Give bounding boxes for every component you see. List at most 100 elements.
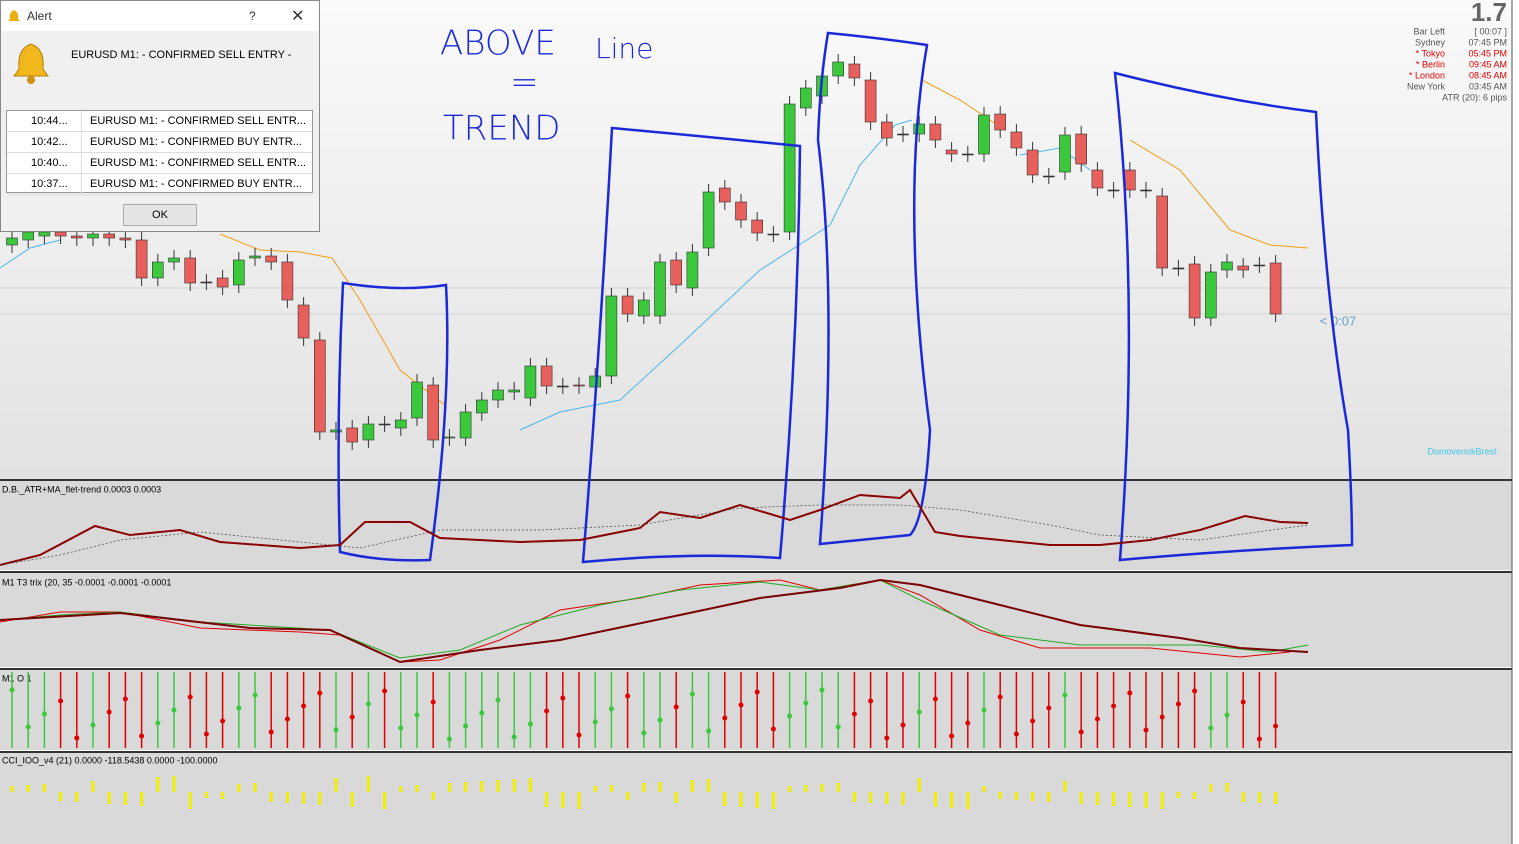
- alert-row[interactable]: 10:40... EURUSD M1: - CONFIRMED SELL ENTR…: [7, 153, 312, 174]
- cci-bar: [739, 792, 743, 807]
- osc-dot: [1224, 712, 1230, 718]
- osc-dot: [689, 691, 695, 697]
- indicator-label: CCI_IOO_v4 (21) 0.0000 -118.5438 0.0000 …: [2, 755, 217, 765]
- cci-bar: [1176, 792, 1180, 798]
- osc-dot: [1208, 725, 1214, 731]
- ma-line-orange: [1129, 139, 1309, 249]
- candle-body: [265, 255, 278, 263]
- candle-body: [864, 79, 877, 123]
- candle-body: [103, 233, 115, 239]
- cci-bar: [334, 778, 338, 792]
- osc-dot: [1078, 729, 1084, 735]
- cci-bar: [59, 792, 63, 801]
- cci-bar: [966, 792, 970, 809]
- osc-dot: [171, 707, 177, 713]
- alert-dialog: Alert ? ✕ EURUSD M1: - CONFIRMED SELL EN…: [0, 0, 320, 232]
- candle-body: [945, 149, 958, 155]
- candle-body: [249, 255, 261, 259]
- alert-row[interactable]: 10:44... EURUSD M1: - CONFIRMED SELL ENTR…: [7, 111, 312, 132]
- info-value: [ 00:07 ]: [1474, 26, 1507, 36]
- cci-bar: [1063, 781, 1067, 792]
- cci-bar: [123, 792, 127, 805]
- cci-bar: [1209, 784, 1213, 792]
- cci-bar: [658, 782, 662, 792]
- cci-bar: [869, 792, 873, 803]
- candle-body: [443, 436, 456, 439]
- candle-body: [330, 429, 342, 433]
- info-key: * Tokyo: [1416, 48, 1445, 58]
- cci-bar: [901, 792, 905, 805]
- osc-dot: [981, 707, 987, 713]
- candle-body: [492, 389, 504, 401]
- info-value: 1.7: [1471, 0, 1507, 27]
- cci-bar: [917, 778, 921, 792]
- oscillator: [9, 672, 1279, 748]
- osc-dot: [9, 687, 15, 693]
- help-button[interactable]: ?: [249, 9, 256, 23]
- ok-button[interactable]: OK: [123, 204, 197, 226]
- osc-dot: [722, 715, 728, 721]
- candle-body: [152, 261, 164, 279]
- cci-bar: [723, 792, 727, 806]
- candle-body: [978, 114, 990, 155]
- cci-bar: [464, 782, 468, 792]
- info-key: Sydney: [1415, 37, 1446, 47]
- osc-dot: [220, 718, 226, 724]
- candle-body: [621, 295, 634, 315]
- annotation-text: ABOVE: [440, 24, 556, 64]
- cci-bar: [577, 792, 581, 809]
- candle-body: [670, 259, 683, 286]
- candle-body: [119, 237, 132, 241]
- candle-body: [880, 121, 893, 139]
- alert-time: 10:37...: [7, 174, 82, 194]
- cci-bar: [755, 792, 759, 808]
- candle-body: [200, 281, 213, 284]
- cci-bar: [609, 785, 613, 792]
- bell-icon: [8, 10, 20, 21]
- cci-bar: [1047, 792, 1051, 802]
- osc-dot: [997, 694, 1003, 700]
- annotation-text: Line: [595, 32, 653, 65]
- osc-dot: [479, 710, 485, 716]
- candle-body: [1140, 189, 1152, 192]
- osc-dot: [1127, 690, 1133, 696]
- cci-bar: [545, 792, 549, 807]
- candle-body: [313, 339, 326, 433]
- close-button[interactable]: ✕: [291, 8, 305, 25]
- indicator-pane: [0, 481, 1512, 570]
- alert-text: EURUSD M1: - CONFIRMED BUY ENTR...: [90, 136, 302, 148]
- osc-dot: [1062, 692, 1068, 698]
- candle-body: [459, 411, 472, 439]
- alert-text: EURUSD M1: - CONFIRMED SELL ENTR...: [90, 157, 306, 169]
- info-value: 08:45 AM: [1469, 70, 1507, 80]
- indicator-line: [0, 578, 1309, 664]
- osc-dot: [365, 701, 371, 707]
- cci-bar: [642, 783, 646, 792]
- candle-body: [540, 365, 553, 387]
- cci-bar: [10, 786, 14, 792]
- indicator-pane: [0, 670, 1512, 750]
- osc-dot: [414, 712, 420, 718]
- cci-bar: [512, 779, 516, 792]
- info-value: 05:45 PM: [1468, 48, 1507, 58]
- osc-dot: [932, 696, 938, 702]
- osc-dot: [495, 697, 501, 703]
- candles: [6, 54, 1282, 450]
- cci-bar: [1225, 783, 1229, 792]
- indicator-line: [0, 504, 1309, 566]
- candle-body: [1091, 169, 1104, 189]
- alert-row[interactable]: 10:37... EURUSD M1: - CONFIRMED BUY ENTR.…: [7, 174, 312, 195]
- cci-bar: [674, 792, 678, 803]
- candle-body: [1253, 264, 1266, 267]
- candle-body: [961, 153, 974, 156]
- candle-body: [605, 295, 618, 377]
- cci-bar: [950, 792, 954, 808]
- osc-dot: [203, 731, 209, 737]
- cci-bar: [820, 784, 824, 792]
- cci-bar: [771, 792, 775, 809]
- alert-row[interactable]: 10:42... EURUSD M1: - CONFIRMED BUY ENTR.…: [7, 132, 312, 153]
- atr-label: ATR (20): 6 pips: [1442, 92, 1507, 102]
- osc-dot: [236, 705, 242, 711]
- candle-body: [783, 103, 796, 233]
- info-key: * London: [1409, 70, 1445, 80]
